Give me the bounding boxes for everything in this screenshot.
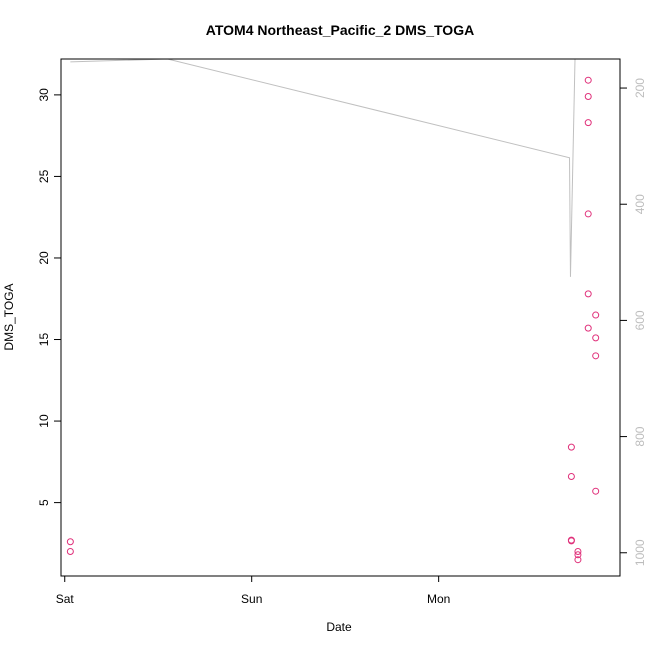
data-point: [574, 548, 582, 556]
data-point: [584, 93, 592, 101]
x-axis: Sat Sun Mon: [56, 576, 450, 606]
data-point: [584, 119, 592, 127]
data-point: [592, 487, 600, 495]
x-axis-label: Date: [326, 620, 352, 634]
y-axis-label: DMS_TOGA: [2, 283, 16, 350]
plot-border: [60, 58, 621, 577]
x-tick-label: Sat: [56, 592, 75, 606]
data-point: [567, 473, 575, 481]
data-point: [584, 324, 592, 332]
data-point: [592, 334, 600, 342]
x-tick-label: Mon: [427, 592, 450, 606]
y-tick-label: 30: [37, 88, 51, 102]
data-point: [584, 290, 592, 298]
series-line: [70, 59, 576, 277]
y-right-tick-label: 1000: [633, 539, 647, 566]
data-point: [574, 551, 582, 559]
y-tick-label: 10: [37, 414, 51, 428]
y-tick-label: 15: [37, 333, 51, 347]
y-tick-label: 5: [37, 499, 51, 506]
plot-area: [66, 59, 600, 564]
y-axis-right: 200 400 600 800 1000: [620, 78, 647, 566]
y-right-tick-label: 400: [633, 194, 647, 214]
data-point: [592, 352, 600, 360]
y-right-tick-label: 200: [633, 78, 647, 98]
data-point: [66, 538, 74, 546]
data-point: [567, 443, 575, 451]
chart-title: ATOM4 Northeast_Pacific_2 DMS_TOGA: [206, 22, 474, 38]
x-tick-label: Sun: [241, 592, 262, 606]
data-point: [592, 311, 600, 319]
data-point: [567, 537, 575, 545]
y-tick-label: 20: [37, 251, 51, 265]
y-right-tick-label: 800: [633, 426, 647, 446]
data-point: [66, 548, 74, 556]
data-point: [574, 556, 582, 564]
data-point: [584, 76, 592, 84]
y-axis: 5 10 15 20 25 30: [37, 88, 61, 506]
y-right-tick-label: 600: [633, 310, 647, 330]
y-tick-label: 25: [37, 169, 51, 183]
data-point: [584, 210, 592, 218]
